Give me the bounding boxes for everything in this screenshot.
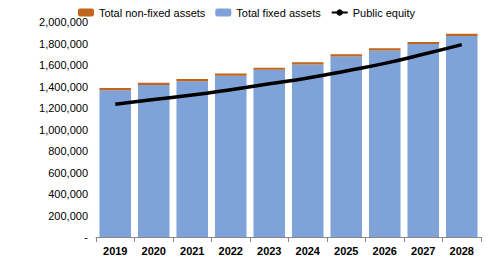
- svg-text:200,000: 200,000: [48, 210, 88, 222]
- svg-text:Public equity: Public equity: [353, 7, 416, 19]
- svg-text:2025: 2025: [334, 245, 358, 257]
- svg-text:1,600,000: 1,600,000: [39, 59, 88, 71]
- svg-text:2021: 2021: [180, 245, 204, 257]
- svg-text:1,000,000: 1,000,000: [39, 124, 88, 136]
- svg-text:2022: 2022: [219, 245, 243, 257]
- svg-text:400,000: 400,000: [48, 188, 88, 200]
- svg-text:2028: 2028: [450, 245, 474, 257]
- svg-text:Total fixed assets: Total fixed assets: [236, 7, 321, 19]
- svg-text:2023: 2023: [257, 245, 281, 257]
- svg-text:1,200,000: 1,200,000: [39, 102, 88, 114]
- svg-text:Total non-fixed assets: Total non-fixed assets: [99, 7, 206, 19]
- svg-text:1,800,000: 1,800,000: [39, 38, 88, 50]
- svg-text:800,000: 800,000: [48, 145, 88, 157]
- svg-text:2026: 2026: [373, 245, 397, 257]
- svg-text:2024: 2024: [296, 245, 321, 257]
- svg-text:600,000: 600,000: [48, 167, 88, 179]
- svg-text:2019: 2019: [103, 245, 127, 257]
- svg-text:-: -: [84, 231, 88, 243]
- svg-text:2020: 2020: [142, 245, 166, 257]
- svg-text:2,000,000: 2,000,000: [39, 16, 88, 28]
- svg-text:1,400,000: 1,400,000: [39, 81, 88, 93]
- svg-text:2027: 2027: [411, 245, 435, 257]
